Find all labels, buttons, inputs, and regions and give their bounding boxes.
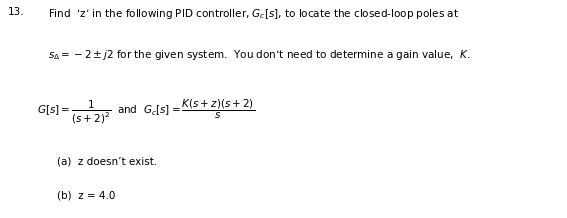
Text: $G[s] = \dfrac{1}{(s+2)^2}$  and  $G_c[s] = \dfrac{K(s+z)(s+2)}{s}$: $G[s] = \dfrac{1}{(s+2)^2}$ and $G_c[s] … [37, 98, 255, 126]
Text: Find  ‘z’ in the following PID controller, $G_c[s]$, to locate the closed-loop p: Find ‘z’ in the following PID controller… [48, 7, 459, 20]
Text: $s_\Delta=-2\pm j2$ for the given system.  You don’t need to determine a gain va: $s_\Delta=-2\pm j2$ for the given system… [48, 48, 471, 62]
Text: (b)  z = 4.0: (b) z = 4.0 [57, 191, 115, 201]
Text: 13.: 13. [7, 7, 24, 17]
Text: (a)  z doesn’t exist.: (a) z doesn’t exist. [57, 157, 157, 167]
